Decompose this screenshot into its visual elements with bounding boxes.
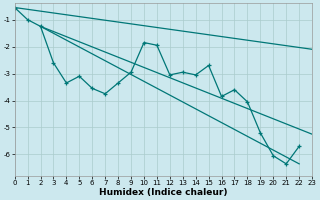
X-axis label: Humidex (Indice chaleur): Humidex (Indice chaleur) xyxy=(99,188,228,197)
